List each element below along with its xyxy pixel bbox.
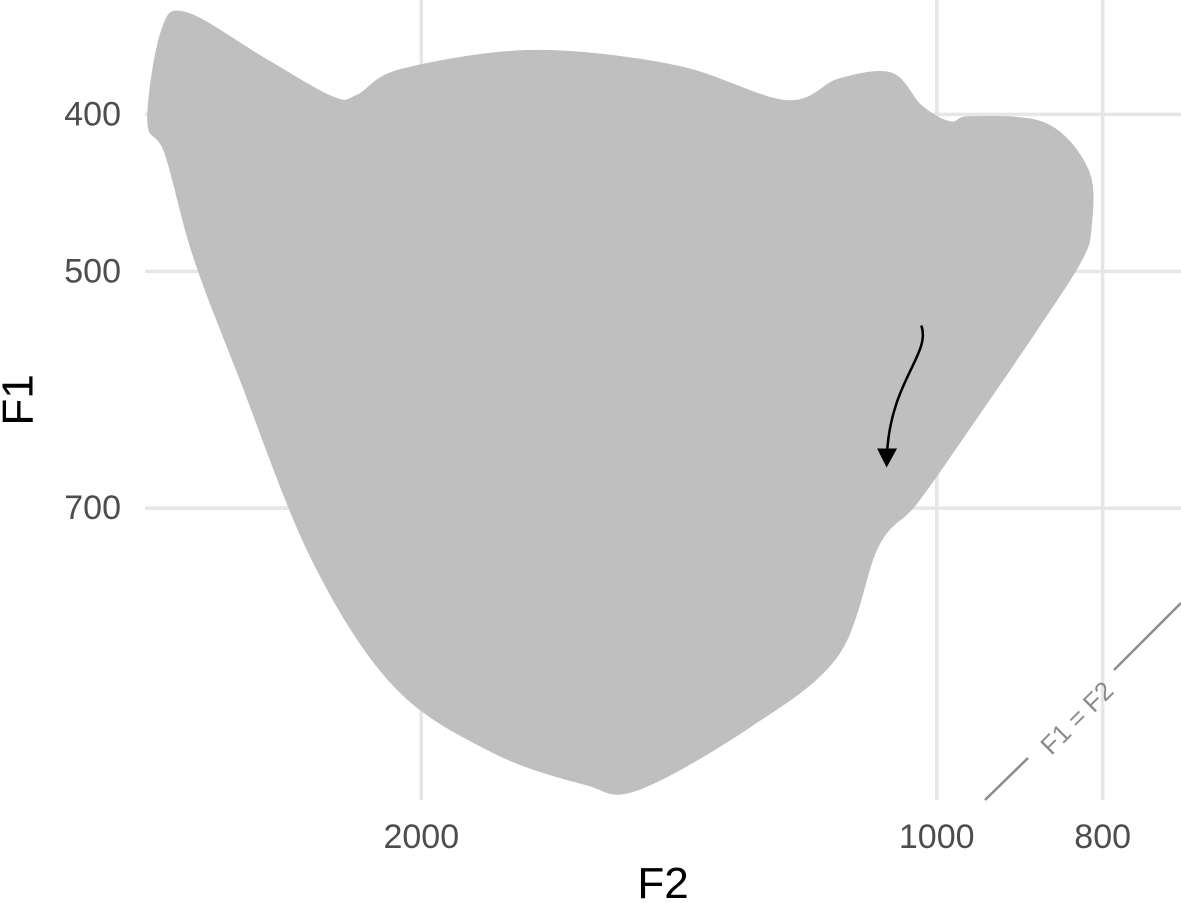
y-tick-label: 500 — [64, 252, 121, 290]
trajectory-arrow — [877, 325, 925, 468]
x-tick-label: 800 — [1074, 818, 1131, 856]
reference-line-upper — [1113, 602, 1181, 671]
y-axis-title: F1 — [0, 374, 43, 425]
y-tick-label: 400 — [64, 95, 121, 133]
x-tick-label: 2000 — [383, 818, 459, 856]
x-tick-labels: 2000 1000 800 — [383, 818, 1131, 856]
x-axis-title: F2 — [637, 859, 688, 903]
x-tick-label: 1000 — [899, 818, 975, 856]
arrow-shaft — [885, 325, 925, 453]
reference-line-label: F1 = F2 — [1034, 675, 1119, 760]
vowel-region-area — [147, 10, 1094, 795]
reference-line-lower — [984, 757, 1029, 801]
y-tick-labels: 400 500 700 — [64, 95, 121, 527]
y-tick-label: 700 — [64, 489, 121, 527]
arrow-head-icon — [877, 448, 898, 468]
reference-line-group: F1 = F2 — [984, 602, 1181, 801]
